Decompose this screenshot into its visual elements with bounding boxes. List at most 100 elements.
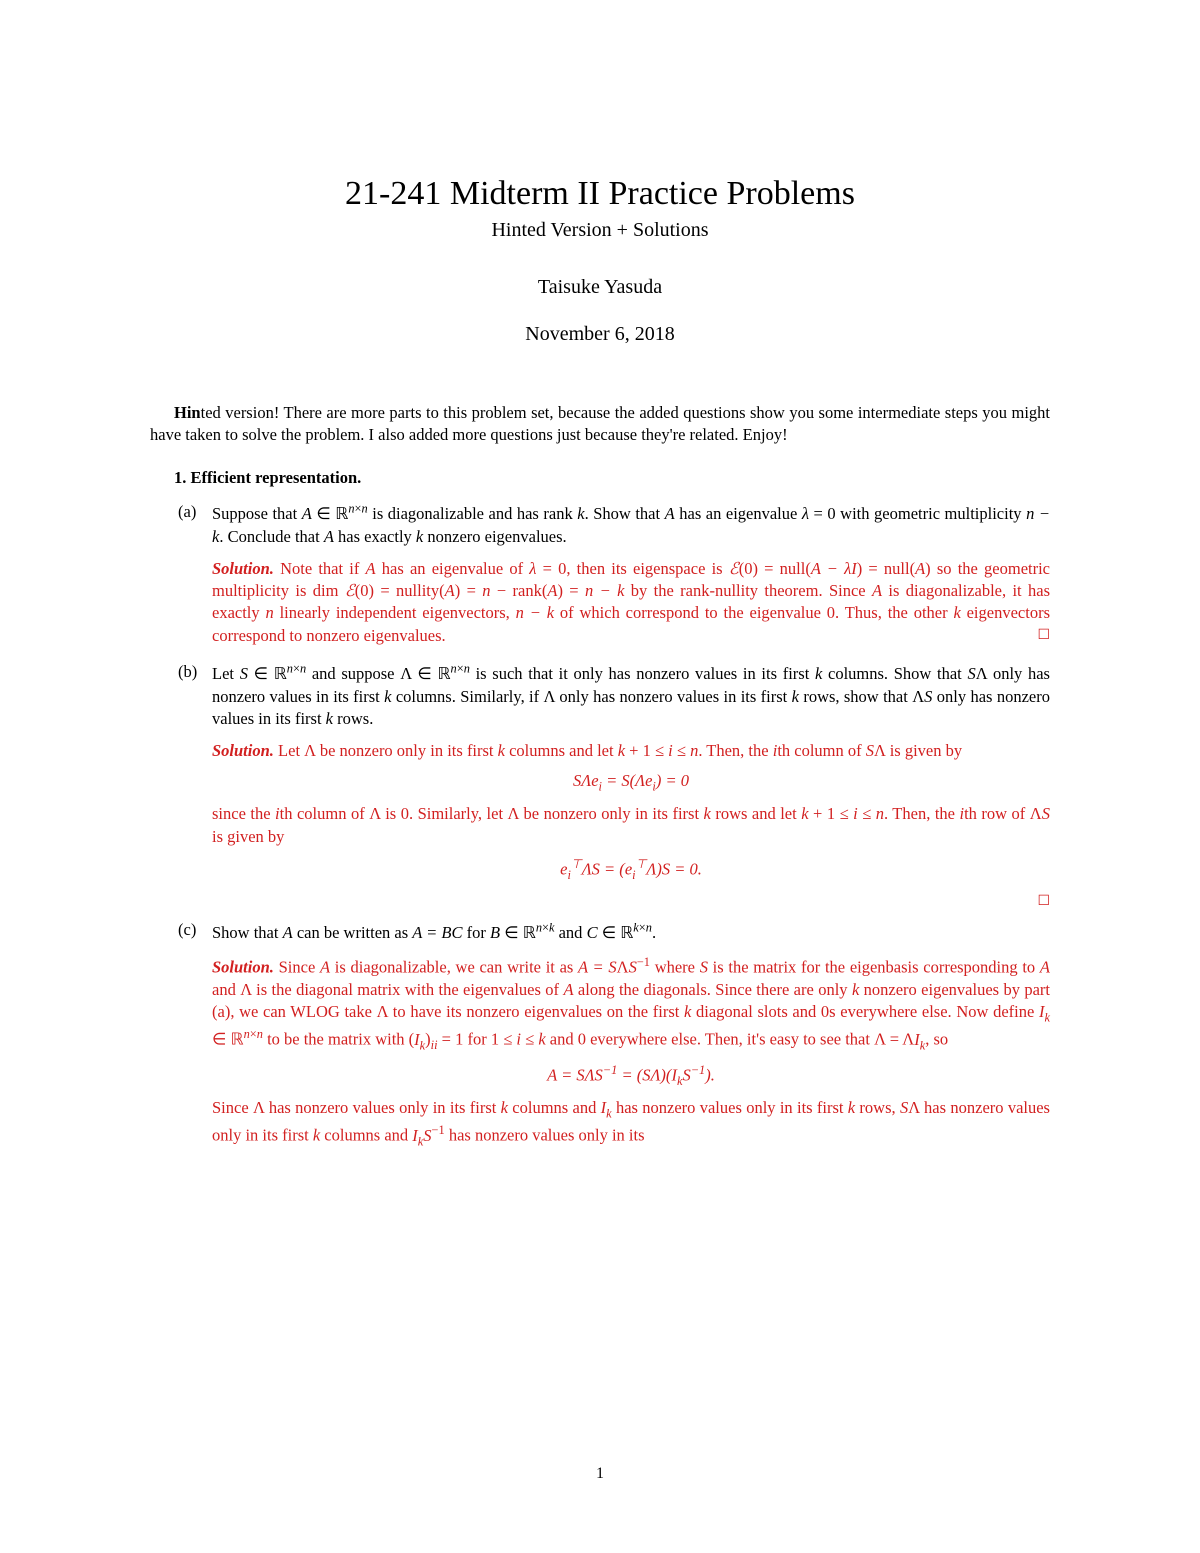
text: . Show that <box>585 504 665 523</box>
text: and suppose <box>306 664 400 683</box>
text: is diagonalizable and has rank <box>368 504 578 523</box>
math: k <box>577 504 584 523</box>
math: n − k <box>516 603 554 622</box>
text: columns and <box>508 1098 601 1117</box>
text: and 0 everywhere else. Then, it's easy t… <box>546 1030 874 1049</box>
math: S <box>866 741 874 760</box>
math: A = BC <box>412 923 462 942</box>
text: is given by <box>886 741 963 760</box>
part-c: (c) Show that A can be written as A = BC… <box>212 919 1050 1149</box>
text: for <box>463 923 491 942</box>
text: th column of <box>280 804 370 823</box>
text: has an eigenvalue of <box>376 559 530 578</box>
text: columns. Show that <box>822 664 967 683</box>
math: ℰ <box>729 559 739 578</box>
math: C <box>587 923 598 942</box>
part-a-text: Suppose that A ∈ ℝn×n is diagonalizable … <box>212 504 1050 545</box>
math: k <box>618 741 625 760</box>
part-a-label: (a) <box>178 501 196 523</box>
intro-paragraph: Hinted version! There are more parts to … <box>150 402 1050 447</box>
document-page: 21-241 Midterm II Practice Problems Hint… <box>0 0 1200 1553</box>
math: A <box>665 504 675 523</box>
math: A = S <box>578 958 617 977</box>
page-number: 1 <box>0 1465 1200 1483</box>
problem-number: 1. <box>174 468 186 487</box>
text: Note that if <box>274 559 366 578</box>
text: th column of <box>777 741 865 760</box>
part-b-solution: Solution. Let Λ be nonzero only in its f… <box>212 740 1050 905</box>
text: linearly independent eigenvectors, <box>274 603 516 622</box>
math: A <box>1040 958 1050 977</box>
text: Since <box>274 958 320 977</box>
part-c-solution: Solution. Since A is diagonalizable, we … <box>212 954 1050 1150</box>
text: be nonzero only in its first <box>316 741 498 760</box>
math: Ik <box>1039 1002 1050 1021</box>
math: n <box>265 603 273 622</box>
math: A <box>366 559 376 578</box>
text: . Then, the <box>698 741 772 760</box>
math: k <box>953 603 960 622</box>
math: S <box>240 664 248 683</box>
text: nonzero eigenvalues. <box>423 527 566 546</box>
math: k <box>704 804 711 823</box>
math: A <box>324 527 334 546</box>
text: be nonzero only in its first <box>519 804 703 823</box>
part-b-label: (b) <box>178 661 197 683</box>
problem-heading: Efficient representation. <box>191 468 362 487</box>
text: and <box>554 923 586 942</box>
solution-label: Solution. <box>212 559 274 578</box>
part-c-label: (c) <box>178 919 196 941</box>
qed-box: ☐ <box>1037 625 1050 644</box>
part-a: (a) Suppose that A ∈ ℝn×n is diagonaliza… <box>212 501 1050 647</box>
text: . Then, the <box>884 804 959 823</box>
text: Suppose that <box>212 504 302 523</box>
math: IkS <box>412 1126 431 1145</box>
text: columns and let <box>505 741 618 760</box>
equation-b2: ei⊤ΛS = (ei⊤Λ)S = 0. <box>212 856 1050 884</box>
math: λ <box>529 559 536 578</box>
text: is given by <box>212 827 284 846</box>
text: by the rank-nullity theorem. Since <box>624 581 872 600</box>
math: k <box>792 687 799 706</box>
text: . <box>652 923 656 942</box>
math: k <box>501 1098 508 1117</box>
text: is such that it only has nonzero values … <box>470 664 815 683</box>
math: k <box>801 804 808 823</box>
math: A <box>283 923 293 942</box>
text: has nonzero values only in its first <box>265 1098 501 1117</box>
doc-author: Taisuke Yasuda <box>150 276 1050 299</box>
text: has an eigenvalue <box>675 504 802 523</box>
text: to be the matrix with <box>263 1030 409 1049</box>
text: and <box>212 980 240 999</box>
part-b: (b) Let S ∈ ℝn×n and suppose Λ ∈ ℝn×n is… <box>212 661 1050 906</box>
math: A <box>320 958 330 977</box>
math: λ <box>802 504 809 523</box>
math: S <box>900 1098 908 1117</box>
text: , so <box>925 1030 948 1049</box>
solution-label: Solution. <box>212 741 274 760</box>
text: where <box>650 958 700 977</box>
part-a-solution: Solution. Note that if A has an eigenval… <box>212 558 1050 647</box>
problem-1-title: 1. Efficient representation. <box>174 467 1050 489</box>
text: of which correspond to the eigenvalue 0.… <box>554 603 953 622</box>
doc-subtitle: Hinted Version + Solutions <box>150 219 1050 242</box>
math: A <box>302 504 312 523</box>
text: rows, show that <box>799 687 912 706</box>
text: columns and <box>320 1126 412 1145</box>
math: A <box>563 980 573 999</box>
text: has nonzero values only in its <box>445 1126 645 1145</box>
text: Since <box>212 1098 253 1117</box>
text: rows, <box>855 1098 900 1117</box>
problem-1: 1. Efficient representation. (a) Suppose… <box>174 467 1050 1150</box>
part-b-text: Let S ∈ ℝn×n and suppose Λ ∈ ℝn×n is suc… <box>212 664 1050 728</box>
math: k <box>498 741 505 760</box>
text: Show that <box>212 923 283 942</box>
intro-rest: ted version! There are more parts to thi… <box>150 403 1050 444</box>
text: is 0. Similarly, let <box>381 804 508 823</box>
equation-c1: A = SΛS−1 = (SΛ)(IkS−1). <box>212 1062 1050 1090</box>
math: k <box>326 709 333 728</box>
text: diagonal slots and 0s everywhere else. N… <box>691 1002 1039 1021</box>
text: , then its eigenspace is <box>566 559 728 578</box>
text: columns. Similarly, if <box>391 687 543 706</box>
math: S <box>700 958 708 977</box>
